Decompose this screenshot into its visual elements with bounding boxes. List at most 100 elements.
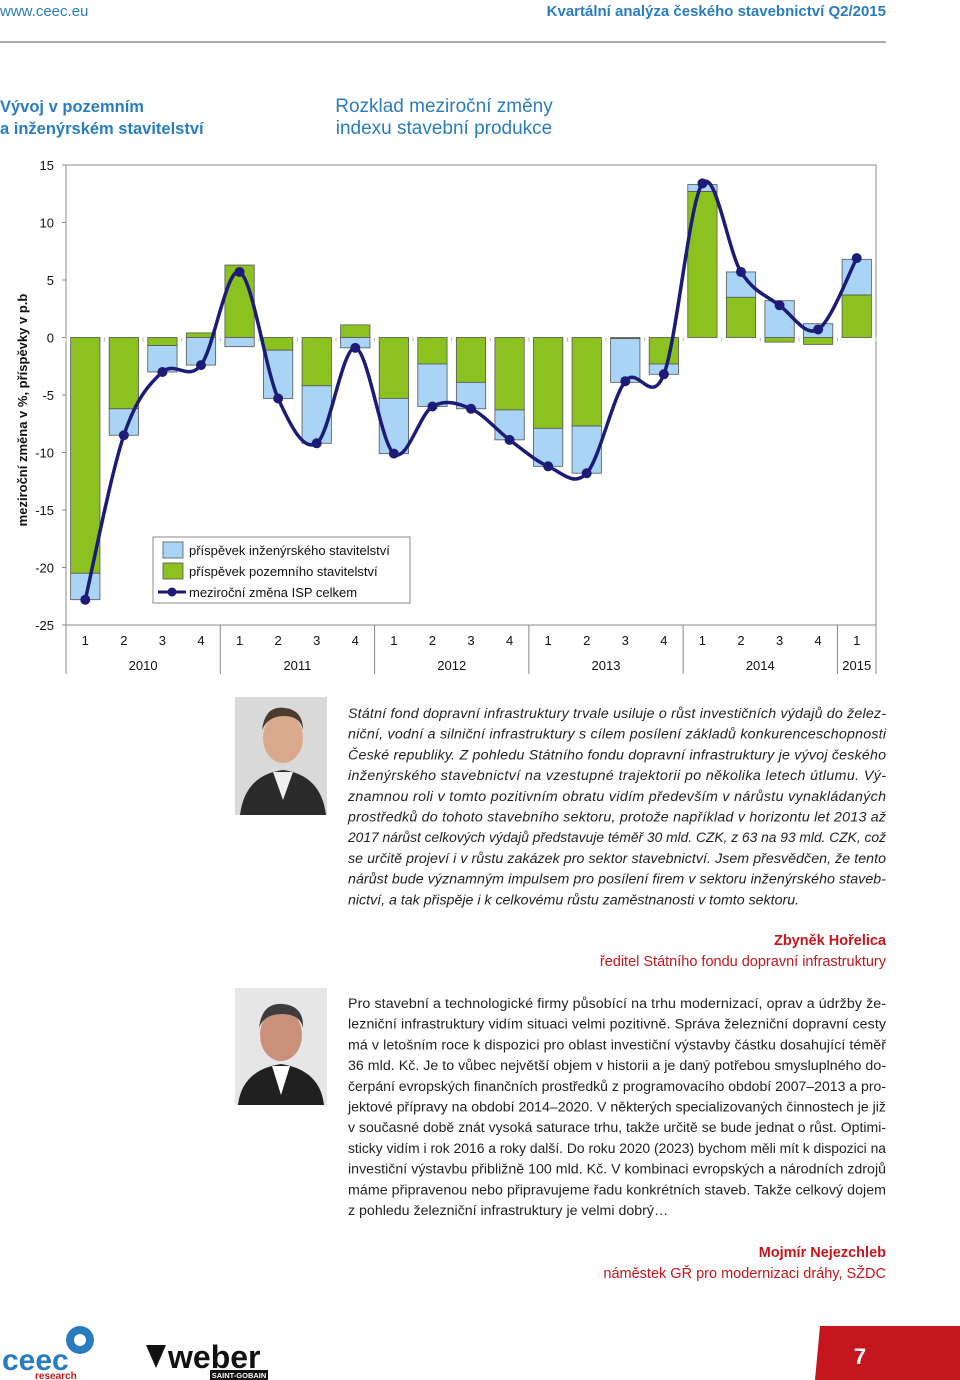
- x-tick-label: 3: [159, 633, 166, 648]
- weber-logo-icon: [146, 1345, 166, 1368]
- bar-segment: [147, 337, 178, 346]
- legend-swatch: [162, 562, 184, 580]
- quote-line: má v letošním roce k dispozici pro oblas…: [348, 1037, 886, 1053]
- line-marker: [774, 300, 785, 311]
- line-marker: [543, 461, 554, 472]
- line-marker: [311, 438, 322, 449]
- x-tick-label: 1: [236, 633, 243, 648]
- bar-segment: [224, 264, 255, 338]
- logo-ceec-sub: research: [35, 1371, 77, 1380]
- year-label: 2012: [437, 658, 466, 673]
- logo-ceec: ceec: [2, 1344, 69, 1377]
- line-marker: [273, 393, 284, 404]
- x-tick-label: 2: [120, 633, 127, 648]
- legend-label: meziroční změna ISP celkem: [189, 585, 357, 600]
- x-tick-label: 1: [545, 633, 552, 648]
- quote-line: máme připravenou nebo připravujeme řadu …: [348, 1182, 886, 1198]
- line: [83, 179, 859, 601]
- page-number-box: [815, 1326, 960, 1380]
- quotes: Státní fond dopravní infrastruktury trva…: [347, 706, 887, 1282]
- bar-segment: [764, 337, 795, 343]
- bar-segment: [224, 337, 255, 348]
- line-marker: [427, 401, 438, 412]
- bar-segment: [841, 294, 872, 338]
- x-tick-label: 2: [275, 633, 282, 648]
- line-marker: [581, 468, 592, 479]
- line-marker: [196, 360, 206, 371]
- bar-segment: [610, 338, 641, 383]
- line-marker: [157, 367, 168, 377]
- section-title: a inženýrském stavitelství: [0, 120, 205, 138]
- site[interactable]: www.ceec.eu: [0, 3, 88, 20]
- photo: [235, 988, 327, 1105]
- weber-sub-box: [210, 1370, 268, 1380]
- x-tick-label: 2: [583, 633, 590, 648]
- x-tick-label: 3: [776, 633, 783, 648]
- bar-segment: [803, 337, 834, 345]
- y-tick-label: -15: [35, 503, 54, 518]
- bar-segment: [417, 337, 448, 365]
- legend-frame: [152, 536, 411, 604]
- quote-line: České republiky. Z pohledu Státního fond…: [348, 746, 886, 763]
- quote-line: v současné době znát vysoká saturace trh…: [348, 1120, 886, 1136]
- y-tick-label: -5: [42, 388, 54, 403]
- photo: [235, 697, 327, 815]
- chart: -25 -20 -15 -10 -5 0 5 10 15 1 2 3 4 1 2 3 4 1 2 3 4 1 2 3 4 1 2 3 4…: [35, 158, 877, 674]
- y-axis-label: meziroční změna v %, příspěvky v p.b: [15, 294, 30, 527]
- line-marker: [851, 253, 862, 264]
- bar-segment: [301, 385, 332, 444]
- x-tick-label: 4: [197, 633, 204, 648]
- quote-line: 36 mld. Kč. Je to vůbec největší objem v…: [348, 1058, 886, 1074]
- quote-author: Zbyněk Hořelica: [774, 933, 887, 949]
- quote-line: 2017 nárůst celkových výdajů představuje…: [347, 830, 886, 846]
- bar-segment: [263, 349, 294, 399]
- x-tick-label: 4: [660, 633, 667, 648]
- bar-segment: [340, 324, 371, 338]
- x-tick-label: 1: [699, 633, 706, 648]
- quote-line: Pro stavební a technologické firmy působ…: [348, 996, 886, 1012]
- line-marker: [118, 430, 129, 441]
- year-label: 2015: [842, 658, 871, 673]
- bar-segment: [455, 337, 487, 383]
- x-tick-label: 1: [82, 633, 89, 648]
- line-marker: [388, 448, 399, 459]
- quote-role: náměstek GŘ pro modernizaci dráhy, SŽDC: [603, 1265, 886, 1282]
- bar-segment: [108, 337, 139, 410]
- bar-segment: [378, 337, 409, 399]
- line-marker: [736, 266, 746, 277]
- line-marker: [504, 434, 515, 445]
- line-marker: [80, 594, 91, 605]
- y-tick-label: -10: [35, 446, 54, 461]
- y-tick-label: -20: [35, 561, 54, 576]
- bar-segment: [301, 337, 332, 387]
- quote-line: nictví, a tak přispěje i k celkovému růs…: [348, 892, 799, 908]
- bar-segment: [263, 337, 294, 351]
- quote-author: Mojmír Nejezchleb: [759, 1245, 886, 1261]
- bar-segment: [571, 337, 602, 427]
- line-marker: [350, 342, 361, 353]
- quote-line: se určitě projeví i v růstu zakázek pro …: [348, 851, 886, 867]
- logo-weber-sub: SAINT-GOBAIN: [212, 1371, 267, 1380]
- bar-segment: [533, 337, 564, 429]
- quote-line: lezniční infrastruktury vidím situaci ve…: [348, 1017, 887, 1033]
- legend-label: příspěvek pozemního stavitelství: [189, 564, 378, 579]
- bar-segment: [378, 398, 409, 455]
- line-marker: [466, 403, 476, 414]
- quote-line: inženýrského stavebnictví na vzestupné t…: [348, 768, 886, 784]
- legend-swatch: [162, 541, 184, 559]
- y-tick-label: -25: [35, 618, 54, 633]
- x-tick-label: 1: [853, 633, 860, 648]
- line-marker: [658, 369, 669, 380]
- bar-segment: [417, 363, 448, 407]
- x-tick-label: 2: [737, 633, 744, 648]
- chart-title: indexu stavební produkce: [336, 118, 553, 139]
- ceec-logo-icon: [74, 1334, 86, 1346]
- quote-line: jektové přípravy na období 2014–2020. V …: [347, 1100, 886, 1116]
- x-tick-label: 2: [429, 633, 436, 648]
- bar-segment: [494, 337, 525, 411]
- header-title: Kvartální analýza českého stavebnictví Q…: [547, 3, 886, 20]
- y-tick-label: 0: [47, 331, 54, 346]
- x-tick-label: 4: [352, 633, 359, 648]
- quote-line: znamnou roli v tomto pozitivním obratu v…: [347, 789, 886, 805]
